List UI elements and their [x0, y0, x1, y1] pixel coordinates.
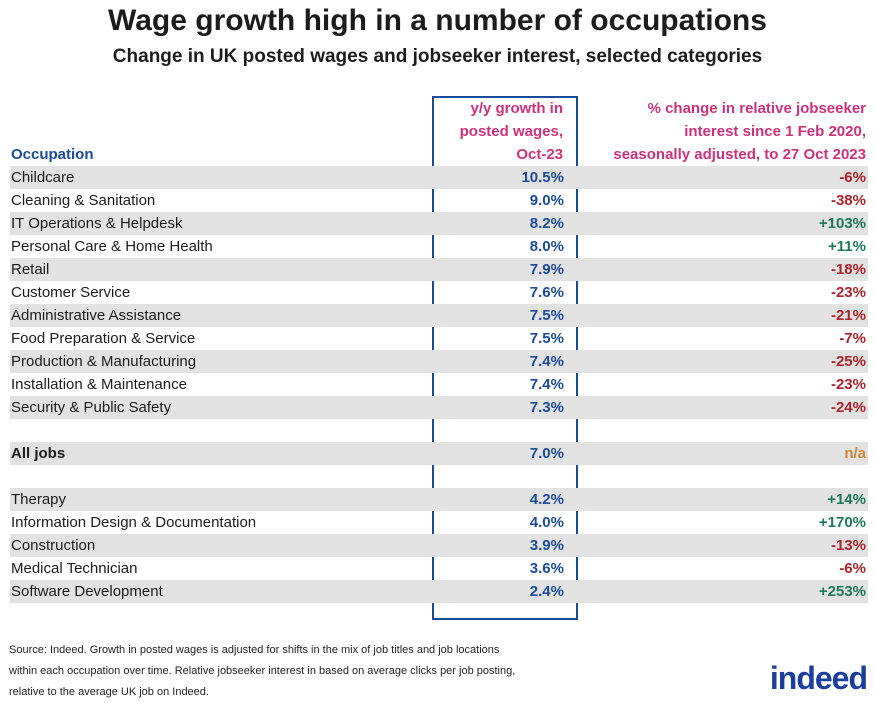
occupation-cell: Administrative Assistance [11, 307, 182, 324]
wage-cell: 7.9% [529, 261, 564, 278]
source-line: relative to the average UK job on Indeed… [9, 686, 209, 698]
occupation-cell [10, 468, 431, 485]
wage-cell: 8.0% [529, 238, 564, 255]
occupation-cell: Food Preparation & Service [11, 330, 196, 347]
header-line: Oct-23 [516, 146, 563, 163]
occupation-cell: Medical Technician [11, 560, 138, 577]
header-line: seasonally adjusted, to 27 Oct 2023 [613, 146, 866, 163]
header-line: interest since 1 Feb 2020, [684, 123, 866, 140]
interest-cell: -38% [830, 192, 866, 209]
table-row: Food Preparation & Service 7.5% -7% [10, 327, 868, 350]
spacer-row [10, 465, 868, 488]
chart-title: Wage growth high in a number of occupati… [108, 4, 767, 37]
interest-cell: -24% [830, 399, 866, 416]
header-line: % change in relative jobseeker [647, 100, 866, 117]
table-row: Production & Manufacturing 7.4% -25% [10, 350, 868, 373]
source-line: Source: Indeed. Growth in posted wages i… [9, 644, 500, 656]
source-line: within each occupation over time. Relati… [9, 665, 516, 677]
source-note: Source: Indeed. Growth in posted wages i… [9, 640, 729, 703]
table-row: IT Operations & Helpdesk 8.2% +103% [10, 212, 868, 235]
interest-cell: +253% [818, 583, 866, 600]
table-row: Information Design & Documentation 4.0% +1… [10, 511, 868, 534]
table-row: Retail 7.9% -18% [10, 258, 868, 281]
interest-cell [564, 422, 868, 439]
wage-cell: 8.2% [529, 215, 564, 232]
interest-cell: -6% [839, 560, 866, 577]
wage-cell: 7.0% [529, 445, 564, 462]
column-header-wage: y/y growth in posted wages, Oct-23 [436, 97, 563, 166]
occupation-cell: Software Development [11, 583, 163, 600]
table-row: Cleaning & Sanitation 9.0% -38% [10, 189, 868, 212]
occupation-cell: Retail [11, 261, 50, 278]
table-row: Construction 3.9% -13% [10, 534, 868, 557]
table-row: Customer Service 7.6% -23% [10, 281, 868, 304]
table-row: Security & Public Safety 7.3% -24% [10, 396, 868, 419]
wage-cell: 7.5% [529, 330, 564, 347]
column-header-interest: % change in relative jobseeker interest … [584, 97, 866, 166]
occupation-cell: Childcare [11, 169, 75, 186]
interest-cell: -23% [830, 284, 866, 301]
interest-cell: -13% [830, 537, 866, 554]
table-row: Administrative Assistance 7.5% -21% [10, 304, 868, 327]
occupation-cell: Installation & Maintenance [11, 376, 187, 393]
chart-subtitle: Change in UK posted wages and jobseeker … [112, 46, 763, 67]
wage-cell: 2.4% [529, 583, 564, 600]
table-row: Personal Care & Home Health 8.0% +11% [10, 235, 868, 258]
interest-cell: -6% [839, 169, 866, 186]
column-header-occupation: Occupation [11, 146, 94, 163]
occupation-cell: Personal Care & Home Health [11, 238, 213, 255]
interest-cell: -25% [830, 353, 866, 370]
occupation-cell: Security & Public Safety [11, 399, 172, 416]
wage-cell: 7.6% [529, 284, 564, 301]
wage-cell: 4.2% [529, 491, 564, 508]
interest-cell: -23% [830, 376, 866, 393]
wage-cell: 7.5% [529, 307, 564, 324]
occupation-cell: Information Design & Documentation [11, 514, 257, 531]
wage-cell [431, 468, 564, 485]
occupation-cell: IT Operations & Helpdesk [11, 215, 183, 232]
interest-cell [564, 468, 868, 485]
interest-cell: -18% [830, 261, 866, 278]
wage-cell: 9.0% [529, 192, 564, 209]
table-row: Installation & Maintenance 7.4% -23% [10, 373, 868, 396]
header-line: posted wages, [459, 123, 563, 140]
wage-cell: 7.4% [529, 353, 564, 370]
interest-cell: -21% [830, 307, 866, 324]
interest-cell: +11% [828, 238, 866, 255]
occupation-cell: Construction [11, 537, 96, 554]
table-row: Childcare 10.5% -6% [10, 166, 868, 189]
table-row: Therapy 4.2% +14% [10, 488, 868, 511]
occupation-cell: Production & Manufacturing [11, 353, 197, 370]
interest-cell: -7% [839, 330, 866, 347]
wage-cell: 3.9% [529, 537, 564, 554]
interest-cell: +103% [818, 215, 866, 232]
interest-cell: +14% [827, 491, 866, 508]
table-row: Medical Technician 3.6% -6% [10, 557, 868, 580]
wage-cell: 4.0% [529, 514, 564, 531]
indeed-logo: indeed [769, 660, 868, 696]
wage-cell [431, 422, 564, 439]
wage-cell: 7.3% [529, 399, 564, 416]
interest-cell: +170% [818, 514, 866, 531]
occupation-cell: Therapy [11, 491, 67, 508]
occupation-cell: Customer Service [11, 284, 131, 301]
table-body: Childcare 10.5% -6% Cleaning & Sanitation 9.… [10, 166, 868, 603]
table-row: Software Development 2.4% +253% [10, 580, 868, 603]
occupation-cell [10, 422, 431, 439]
occupation-cell: All jobs [11, 445, 66, 462]
table-row: All jobs 7.0% n/a [10, 442, 868, 465]
interest-cell: n/a [844, 445, 866, 462]
wage-cell: 10.5% [521, 169, 564, 186]
wage-cell: 7.4% [529, 376, 564, 393]
wage-cell: 3.6% [529, 560, 564, 577]
spacer-row [10, 419, 868, 442]
occupation-cell: Cleaning & Sanitation [11, 192, 156, 209]
header-line: y/y growth in [470, 100, 563, 117]
